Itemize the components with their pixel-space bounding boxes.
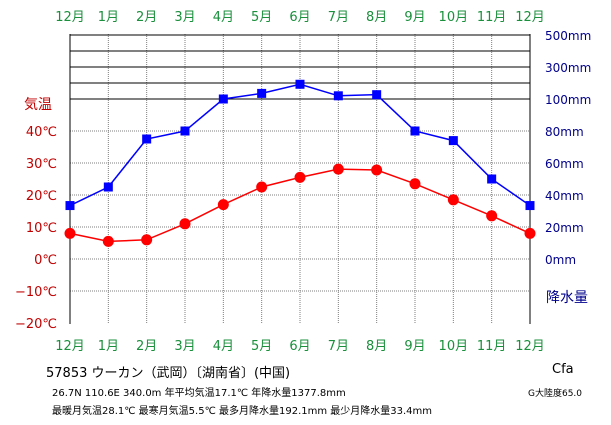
temperature-tick-label: 30℃ bbox=[26, 157, 57, 172]
temperature-point bbox=[332, 163, 344, 175]
precipitation-tick-label: 40mm bbox=[545, 189, 584, 203]
precipitation-point bbox=[448, 136, 458, 146]
precipitation-tick-label: 300mm bbox=[545, 61, 591, 75]
precipitation-point bbox=[525, 201, 535, 211]
chart-grid bbox=[69, 34, 531, 324]
temperature-point bbox=[102, 235, 114, 247]
month-label: 9月 bbox=[404, 10, 425, 25]
temperature-tick-label: 20℃ bbox=[26, 189, 57, 204]
precipitation-point bbox=[410, 126, 420, 136]
precipitation-point bbox=[65, 201, 75, 211]
month-label: 7月 bbox=[328, 10, 349, 25]
temperature-point bbox=[409, 178, 421, 190]
month-label: 12月 bbox=[515, 10, 545, 25]
precipitation-tick-label: 100mm bbox=[545, 93, 591, 107]
temperature-axis-title: 気温 bbox=[24, 97, 52, 113]
month-label: 12月 bbox=[55, 339, 85, 354]
month-label: 10月 bbox=[439, 339, 469, 354]
precipitation-point bbox=[180, 126, 190, 136]
month-label: 3月 bbox=[174, 339, 195, 354]
month-label: 3月 bbox=[174, 10, 195, 25]
precipitation-point bbox=[295, 79, 305, 89]
chart-frame bbox=[69, 34, 531, 324]
temperature-point bbox=[371, 164, 383, 176]
month-label: 1月 bbox=[98, 10, 119, 25]
month-label: 4月 bbox=[213, 10, 234, 25]
precipitation-point bbox=[487, 174, 497, 184]
month-label: 2月 bbox=[136, 339, 157, 354]
month-label: 7月 bbox=[328, 339, 349, 354]
month-label: 11月 bbox=[477, 10, 507, 25]
precipitation-point bbox=[333, 91, 343, 101]
station-title: 57853 ウーカン（武岡）〔湖南省〕(中国) bbox=[46, 366, 291, 381]
temperature-tick-label: 0℃ bbox=[34, 253, 57, 268]
temperature-point bbox=[486, 210, 498, 222]
month-label: 6月 bbox=[289, 10, 310, 25]
month-label: 2月 bbox=[136, 10, 157, 25]
station-coords: 26.7N 110.6E 340.0m 年平均気温17.1℃ 年降水量1377.… bbox=[52, 388, 346, 399]
precipitation-tick-label: 60mm bbox=[545, 157, 584, 171]
precipitation-tick-label: 20mm bbox=[545, 221, 584, 235]
precipitation-point bbox=[218, 94, 228, 104]
temperature-tick-label: 10℃ bbox=[26, 221, 57, 236]
temperature-point bbox=[294, 171, 306, 183]
month-labels-bottom: 12月 1月 2月 3月 4月 5月 6月 7月 8月 9月 10月 11月 12月 bbox=[55, 339, 545, 354]
temperature-point bbox=[524, 227, 536, 239]
precipitation-tick-label: 500mm bbox=[545, 29, 591, 43]
precipitation-point bbox=[103, 182, 113, 192]
precipitation-tick-label: 80mm bbox=[545, 125, 584, 139]
precipitation-tick-label: 0mm bbox=[545, 253, 576, 267]
month-labels-top: 12月 1月 2月 3月 4月 5月 6月 7月 8月 9月 10月 11月 12月 bbox=[55, 10, 545, 25]
month-label: 8月 bbox=[366, 339, 387, 354]
month-label: 11月 bbox=[477, 339, 507, 354]
temperature-tick-label: −20℃ bbox=[15, 317, 57, 332]
month-label: 12月 bbox=[515, 339, 545, 354]
month-label: 5月 bbox=[251, 339, 272, 354]
month-label: 10月 bbox=[439, 10, 469, 25]
precipitation-point bbox=[142, 134, 152, 144]
precipitation-point bbox=[372, 90, 382, 100]
month-label: 4月 bbox=[213, 339, 234, 354]
temperature-point bbox=[179, 218, 191, 230]
temperature-point bbox=[217, 199, 229, 211]
station-extremes: 最暖月気温28.1℃ 最寒月気温5.5℃ 最多月降水量192.1mm 最少月降水… bbox=[52, 406, 433, 417]
precipitation-tick-labels: 500mm 300mm 100mm 80mm 60mm 40mm 20mm 0mm bbox=[545, 29, 591, 267]
precipitation-axis-title: 降水量 bbox=[546, 290, 588, 306]
temperature-point bbox=[256, 181, 268, 193]
month-label: 9月 bbox=[404, 339, 425, 354]
month-label: 5月 bbox=[251, 10, 272, 25]
temperature-point bbox=[64, 227, 76, 239]
month-label: 1月 bbox=[98, 339, 119, 354]
series-layer bbox=[64, 79, 536, 247]
temperature-tick-label: 40℃ bbox=[26, 125, 57, 140]
temperature-point bbox=[447, 194, 459, 206]
temperature-tick-labels: 40℃ 30℃ 20℃ 10℃ 0℃ −10℃ −20℃ bbox=[15, 125, 57, 332]
continentality-index: G大陸度65.0 bbox=[528, 389, 583, 399]
precipitation-point bbox=[257, 88, 267, 98]
climate-code: Cfa bbox=[552, 362, 574, 377]
temperature-point bbox=[141, 234, 153, 246]
temperature-tick-label: −10℃ bbox=[15, 285, 57, 300]
month-label: 8月 bbox=[366, 10, 387, 25]
month-label: 12月 bbox=[55, 10, 85, 25]
month-label: 6月 bbox=[289, 339, 310, 354]
